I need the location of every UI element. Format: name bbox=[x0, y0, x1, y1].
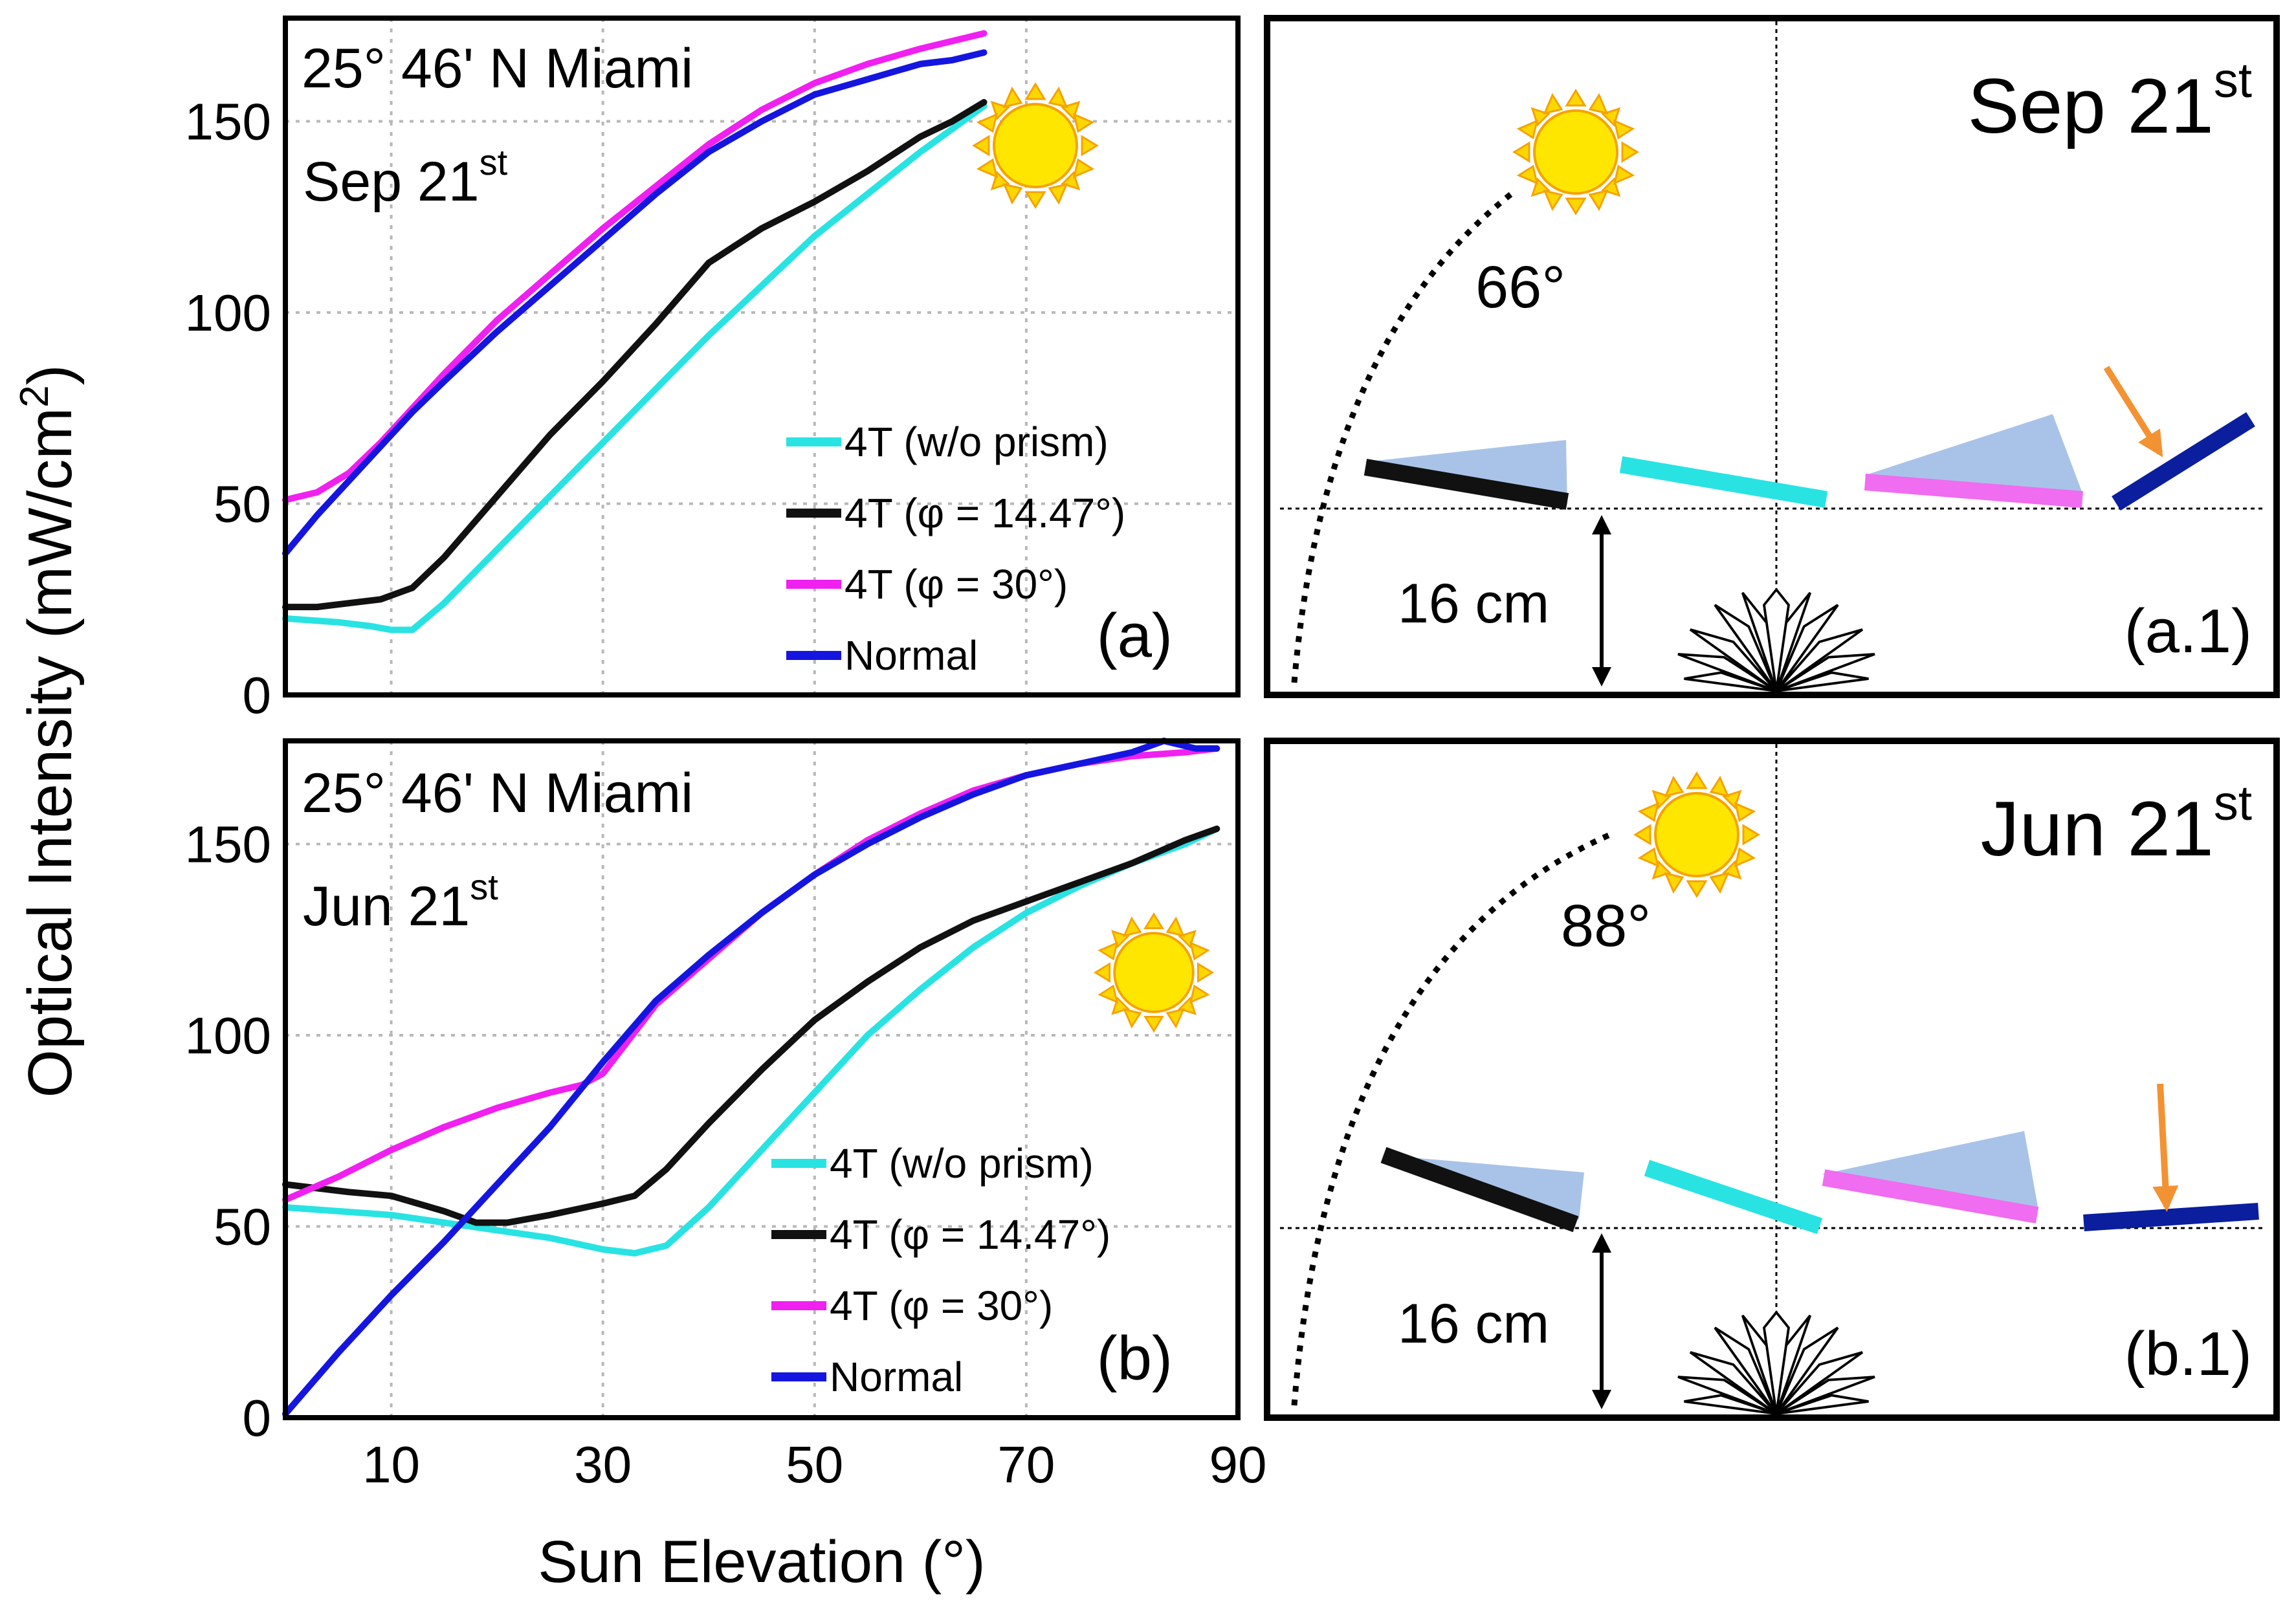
legend: 4T (w/o prism) 4T (φ = 14.47°) 4T (φ = 30°… bbox=[771, 1140, 1110, 1400]
diagram-frame bbox=[1264, 738, 2280, 1421]
sun-path-arc bbox=[1291, 192, 1513, 683]
plot-frame bbox=[283, 16, 1241, 698]
sun-icon bbox=[1634, 772, 1760, 897]
panel-black-with-prism bbox=[1363, 440, 1569, 510]
legend-label: 4T (w/o prism) bbox=[830, 1140, 1094, 1187]
black-cell bbox=[1380, 1147, 1579, 1233]
x-tick-label: 70 bbox=[997, 1436, 1055, 1493]
panel-magenta-with-prism bbox=[1864, 414, 2084, 508]
series-line bbox=[282, 825, 1220, 1257]
panel-black-with-prism bbox=[1380, 1147, 1584, 1233]
blue-cell bbox=[2083, 1203, 2259, 1231]
prism-shape bbox=[1864, 414, 2082, 493]
legend-label: 4T (w/o prism) bbox=[844, 419, 1109, 465]
lotus-icon bbox=[1677, 1311, 1876, 1415]
prism-shape bbox=[1822, 1131, 2038, 1210]
series-lines bbox=[282, 738, 1220, 1418]
series-line bbox=[282, 738, 1220, 1418]
series-line bbox=[282, 30, 988, 503]
plot-frame bbox=[283, 738, 1241, 1420]
date-superscript: st bbox=[2214, 776, 2252, 831]
sun-icon bbox=[1094, 912, 1214, 1033]
sun-icon bbox=[1513, 89, 1639, 215]
x-axis-label: Sun Elevation (°) bbox=[538, 1529, 985, 1595]
y-tick-label: 0 bbox=[243, 1389, 272, 1447]
legend-label: Normal bbox=[844, 632, 978, 679]
date-title: Jun 21st bbox=[303, 866, 498, 938]
diagram-panel-b1: Jun 21st 88° 16 cm (b.1) bbox=[1264, 738, 2280, 1421]
legend: 4T (w/o prism) 4T (φ = 14.47°) 4T (φ = 30°… bbox=[786, 419, 1125, 679]
x-tick-labels: 10 30 50 70 90 bbox=[362, 1436, 1266, 1493]
elevation-angle-label: 88° bbox=[1561, 893, 1651, 959]
y-tick-label: 0 bbox=[243, 666, 272, 724]
y-tick-label: 150 bbox=[185, 816, 271, 873]
magenta-cell bbox=[1864, 474, 2084, 508]
lotus-icon bbox=[1677, 588, 1876, 692]
y-tick-label: 50 bbox=[214, 1198, 271, 1256]
diagram-frame bbox=[1264, 15, 2280, 698]
panel-label: (b.1) bbox=[2125, 1319, 2252, 1389]
date-main: Jun 21 bbox=[303, 875, 470, 938]
black-cell bbox=[1363, 459, 1569, 510]
panel-magenta-with-prism bbox=[1822, 1131, 2039, 1224]
date-title: Sep 21st bbox=[303, 142, 508, 213]
date-main: Jun 21 bbox=[1981, 786, 2214, 872]
series-line bbox=[282, 102, 988, 633]
y-axis-label-close: ) bbox=[16, 364, 85, 385]
x-tick-label: 30 bbox=[574, 1436, 632, 1493]
y-tick-label: 100 bbox=[185, 284, 271, 342]
elevation-angle-label: 66° bbox=[1475, 254, 1565, 320]
diagram-panel-a1: Sep 21st 66° 16 cm (a.1) bbox=[1264, 15, 2280, 698]
legend-label: 4T (φ = 30°) bbox=[844, 561, 1068, 608]
panel-label: (a.1) bbox=[2125, 597, 2252, 666]
location-title: 25° 46' N Miami bbox=[302, 38, 693, 100]
date-main: Sep 21 bbox=[1968, 63, 2214, 149]
series-lines bbox=[282, 30, 988, 633]
sun-icon bbox=[973, 83, 1098, 208]
legend-label: 4T (φ = 30°) bbox=[830, 1282, 1053, 1329]
series-line bbox=[282, 49, 988, 557]
chart-panel-b: 0 50 100 150 10 30 50 70 90 25° 46' N Miami Jun… bbox=[185, 738, 1266, 1493]
y-axis-label-superscript: 2 bbox=[12, 385, 57, 407]
magenta-cell bbox=[1822, 1169, 2039, 1224]
sun-path-arc bbox=[1291, 831, 1611, 1406]
date-superscript: st bbox=[480, 142, 508, 182]
date-superscript: st bbox=[2214, 53, 2252, 108]
y-tick-label: 150 bbox=[185, 93, 271, 151]
y-tick-labels: 0 50 100 150 bbox=[185, 93, 271, 724]
legend-label: 4T (φ = 14.47°) bbox=[830, 1211, 1110, 1258]
height-label: 16 cm bbox=[1398, 573, 1549, 635]
chart-panel-a: 0 50 100 150 25° 46' N Miami Sep 21st 4T (w… bbox=[185, 16, 1241, 724]
height-label: 16 cm bbox=[1398, 1293, 1549, 1355]
date-title: Sep 21st bbox=[1968, 53, 2252, 149]
y-axis-label: Optical Intensity (mW/cm2) bbox=[12, 364, 85, 1097]
grid-lines bbox=[285, 741, 1238, 1418]
cyan-cell bbox=[1644, 1159, 1823, 1235]
legend-label: 4T (φ = 14.47°) bbox=[844, 490, 1125, 536]
incident-arrow bbox=[2152, 1083, 2179, 1212]
cyan-cell bbox=[1619, 456, 1828, 508]
y-tick-label: 50 bbox=[214, 476, 271, 533]
x-tick-label: 50 bbox=[786, 1436, 843, 1493]
date-title: Jun 21st bbox=[1981, 776, 2252, 872]
legend-label: Normal bbox=[830, 1354, 963, 1400]
panel-label: (a) bbox=[1097, 601, 1173, 670]
y-axis-label-main: Optical Intensity (mW/cm bbox=[16, 408, 85, 1098]
y-tick-labels: 0 50 100 150 bbox=[185, 816, 271, 1447]
series-line bbox=[282, 99, 988, 611]
x-tick-label: 10 bbox=[362, 1436, 420, 1493]
blue-cell bbox=[2112, 412, 2255, 511]
date-superscript: st bbox=[470, 866, 498, 907]
location-title: 25° 46' N Miami bbox=[302, 762, 693, 824]
series-line bbox=[282, 825, 1220, 1226]
incident-arrow bbox=[2103, 366, 2163, 457]
x-tick-label: 90 bbox=[1209, 1436, 1267, 1493]
date-main: Sep 21 bbox=[303, 151, 480, 213]
panel-label: (b) bbox=[1097, 1324, 1173, 1393]
y-tick-label: 100 bbox=[185, 1007, 271, 1064]
